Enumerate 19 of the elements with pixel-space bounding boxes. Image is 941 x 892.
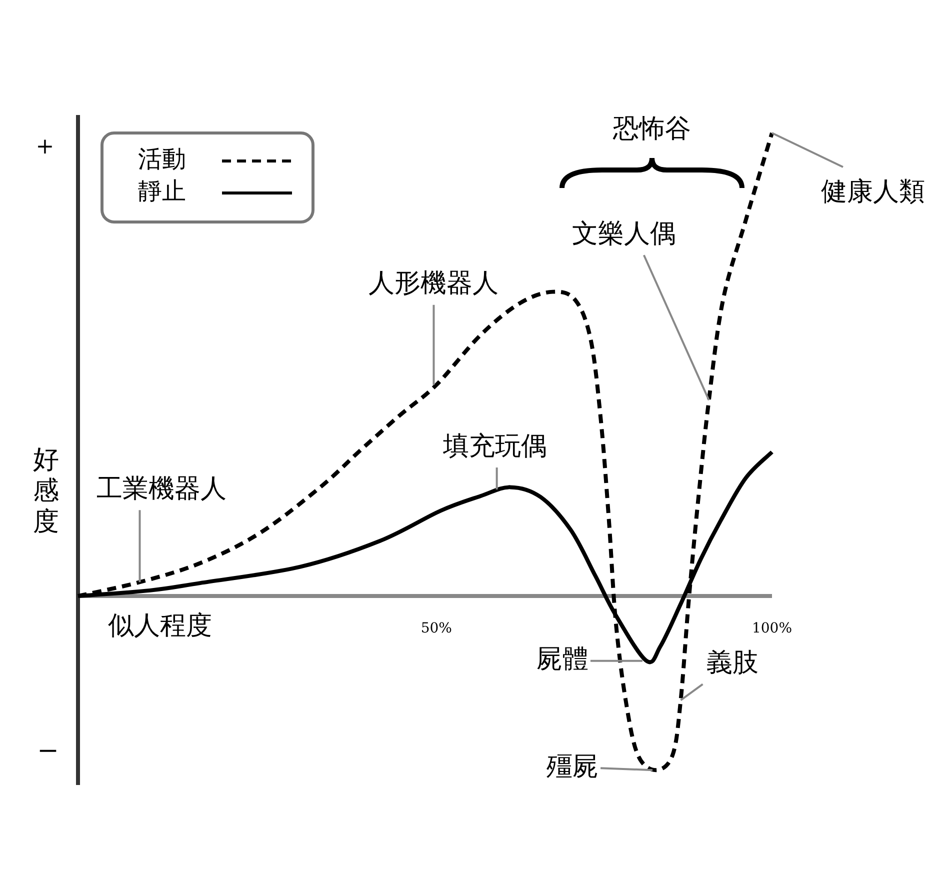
ylabel: 度	[33, 506, 59, 537]
legend: 活動	[138, 145, 186, 174]
legend: 靜止	[138, 177, 186, 206]
xtick: 100%	[752, 620, 792, 637]
xlabel: 似人程度	[108, 610, 212, 641]
annotation: 填充玩偶	[442, 431, 547, 462]
annotation: +	[36, 134, 54, 160]
annotation: 文樂人偶	[572, 218, 676, 249]
annotation: 屍體	[536, 644, 588, 675]
ylabel: 感	[33, 476, 59, 506]
xtick: 50%	[420, 620, 452, 637]
annotation: 工業機器人	[96, 474, 227, 504]
annotation: −	[37, 736, 59, 766]
annotation: 人形機器人	[368, 268, 499, 299]
annotation: 健康人類	[821, 176, 925, 207]
annotation: 義肢	[706, 648, 759, 678]
annotation: 殭屍	[546, 752, 599, 782]
annotation: 恐怖谷	[613, 114, 691, 144]
ylabel: 好	[33, 444, 59, 475]
